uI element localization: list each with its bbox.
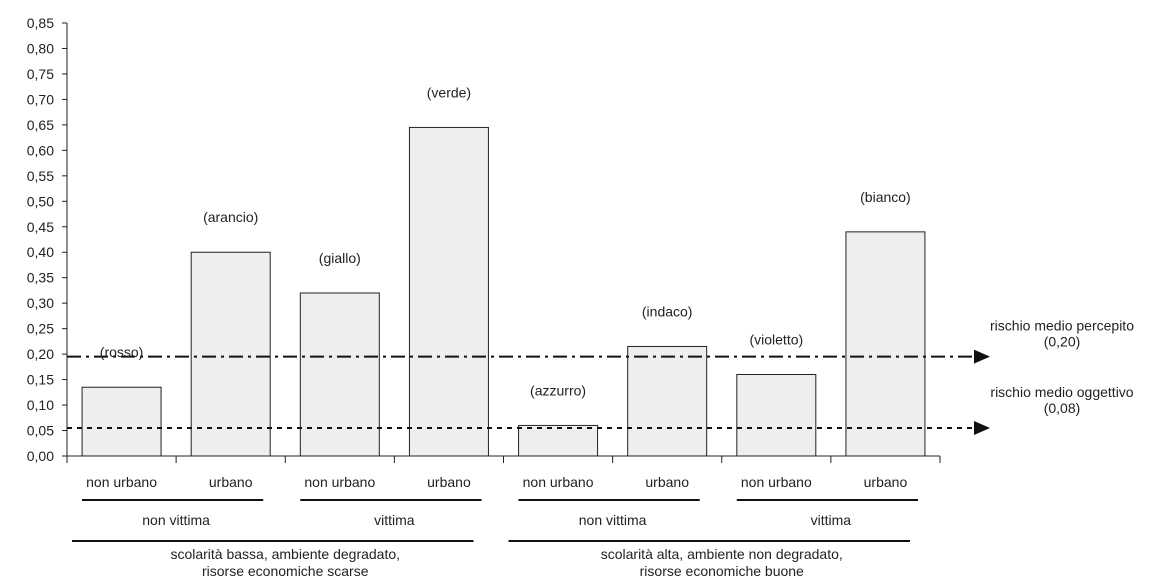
y-tick-label: 0,45 bbox=[27, 219, 54, 235]
subgroup-label: vittima bbox=[811, 512, 852, 528]
y-tick-label: 0,80 bbox=[27, 40, 54, 56]
category-label: urbano bbox=[427, 474, 471, 490]
reference-line-label: rischio medio oggettivo bbox=[990, 384, 1133, 400]
bar-label: (verde) bbox=[427, 84, 471, 100]
category-label: non urbano bbox=[304, 474, 375, 490]
bar bbox=[190, 251, 271, 457]
y-tick-label: 0,25 bbox=[27, 321, 54, 337]
group-label: scolarità bassa, ambiente degradato, bbox=[170, 546, 400, 562]
reference-line-label: rischio medio percepito bbox=[990, 318, 1134, 334]
y-tick-label: 0,50 bbox=[27, 193, 54, 209]
y-tick-label: 0,70 bbox=[27, 91, 54, 107]
bar-label: (indaco) bbox=[642, 303, 693, 319]
reference-arrow-icon bbox=[974, 349, 990, 364]
group-label: risorse economiche buone bbox=[640, 563, 804, 579]
category-label: urbano bbox=[864, 474, 908, 490]
bar bbox=[408, 126, 489, 457]
bar-label: (arancio) bbox=[203, 209, 258, 225]
bar-label: (rosso) bbox=[100, 344, 144, 360]
category-label: non urbano bbox=[523, 474, 594, 490]
bar-label: (giallo) bbox=[319, 250, 361, 266]
subgroup-label: vittima bbox=[374, 512, 415, 528]
category-label: non urbano bbox=[86, 474, 157, 490]
category-label: non urbano bbox=[741, 474, 812, 490]
bar-label: (violetto) bbox=[749, 331, 803, 347]
y-tick-label: 0,35 bbox=[27, 270, 54, 286]
bar bbox=[81, 386, 162, 457]
reference-line-value: (0,08) bbox=[1044, 400, 1081, 416]
y-tick-label: 0,00 bbox=[27, 448, 54, 464]
y-tick-label: 0,20 bbox=[27, 346, 54, 362]
y-tick-label: 0,60 bbox=[27, 142, 54, 158]
y-tick-label: 0,05 bbox=[27, 423, 54, 439]
reference-line-value: (0,20) bbox=[1044, 334, 1081, 350]
bar-label: (azzurro) bbox=[530, 382, 586, 398]
category-label: urbano bbox=[209, 474, 253, 490]
y-tick-label: 0,85 bbox=[27, 15, 54, 31]
y-tick-label: 0,65 bbox=[27, 117, 54, 133]
y-tick-label: 0,10 bbox=[27, 397, 54, 413]
bar bbox=[299, 292, 380, 457]
subgroup-label: non vittima bbox=[142, 512, 210, 528]
reference-arrow-icon bbox=[974, 420, 990, 435]
y-tick-label: 0,40 bbox=[27, 244, 54, 260]
y-tick-label: 0,30 bbox=[27, 295, 54, 311]
category-label: urbano bbox=[645, 474, 689, 490]
bar bbox=[845, 231, 926, 457]
y-tick-label: 0,55 bbox=[27, 168, 54, 184]
subgroup-label: non vittima bbox=[579, 512, 647, 528]
group-label: scolarità alta, ambiente non degradato, bbox=[601, 546, 843, 562]
bar bbox=[518, 424, 599, 457]
group-label: risorse economiche scarse bbox=[202, 563, 369, 579]
bar bbox=[736, 373, 817, 457]
bar-label: (bianco) bbox=[860, 189, 911, 205]
bar bbox=[627, 345, 708, 457]
y-tick-label: 0,75 bbox=[27, 66, 54, 82]
y-tick-label: 0,15 bbox=[27, 372, 54, 388]
